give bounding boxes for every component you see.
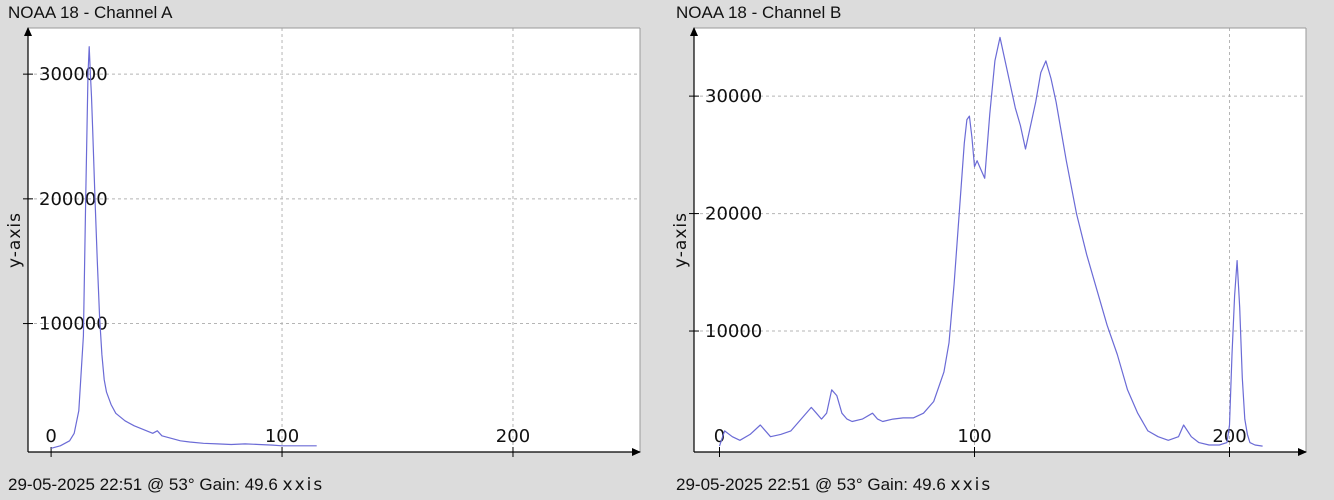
chart-b-x-tick-label: 0 — [714, 426, 725, 447]
chart-b-y-tick-label: 20000 — [705, 204, 762, 225]
chart-a-x-axis-label: xxis — [282, 475, 325, 495]
chart-b-x-axis-arrow — [1298, 448, 1307, 456]
chart-a-x-tick-label: 200 — [496, 426, 530, 447]
chart-a-footer: 29-05-2025 22:51 @ 53° Gain: 49.6 xxis — [8, 475, 324, 495]
chart-b-footer: 29-05-2025 22:51 @ 53° Gain: 49.6 xxis — [676, 475, 992, 495]
chart-b-y-axis-arrow — [690, 27, 698, 36]
chart-b-x-axis-label: xxis — [950, 475, 993, 495]
chart-a-y-axis-label: y-axis — [5, 212, 25, 268]
chart-panel-a: 0 100 200 100000 200000 300000 y-axis NOAA 18 … — [0, 0, 660, 500]
chart-b-y-tick-label: 10000 — [705, 321, 762, 342]
chart-a-y-axis-arrow — [24, 27, 32, 36]
chart-b-svg: 0 100 200 10000 20000 30000 y-axis — [671, 27, 1307, 457]
chart-panel-b: 0 100 200 10000 20000 30000 y-axis NOAA 18 - C… — [668, 0, 1334, 500]
chart-b-x-tick-label: 200 — [1212, 426, 1246, 447]
chart-a-x-tick-label: 0 — [45, 426, 56, 447]
chart-b-series-line — [718, 36, 1263, 447]
chart-a-x-tick-label: 100 — [265, 426, 299, 447]
chart-a-title: NOAA 18 - Channel A — [8, 3, 173, 22]
chart-a-svg: 0 100 200 100000 200000 300000 y-axis — [5, 27, 641, 457]
chart-b-y-axis-label: y-axis — [671, 212, 691, 268]
chart-a-y-tick-label: 300000 — [39, 64, 108, 85]
chart-a-x-axis-arrow — [632, 448, 641, 456]
chart-a-series-line — [50, 46, 317, 449]
chart-a-footer-text: 29-05-2025 22:51 @ 53° Gain: 49.6 — [8, 475, 278, 494]
chart-a-y-tick-label: 100000 — [39, 314, 108, 335]
chart-b-title: NOAA 18 - Channel B — [676, 3, 842, 22]
chart-b-x-tick-label: 100 — [957, 426, 991, 447]
chart-a-plot-area — [28, 28, 640, 452]
chart-a-y-tick-label: 200000 — [39, 189, 108, 210]
chart-b-footer-text: 29-05-2025 22:51 @ 53° Gain: 49.6 — [676, 475, 946, 494]
chart-b-y-tick-label: 30000 — [705, 86, 762, 107]
chart-b-plot-area — [694, 28, 1306, 452]
